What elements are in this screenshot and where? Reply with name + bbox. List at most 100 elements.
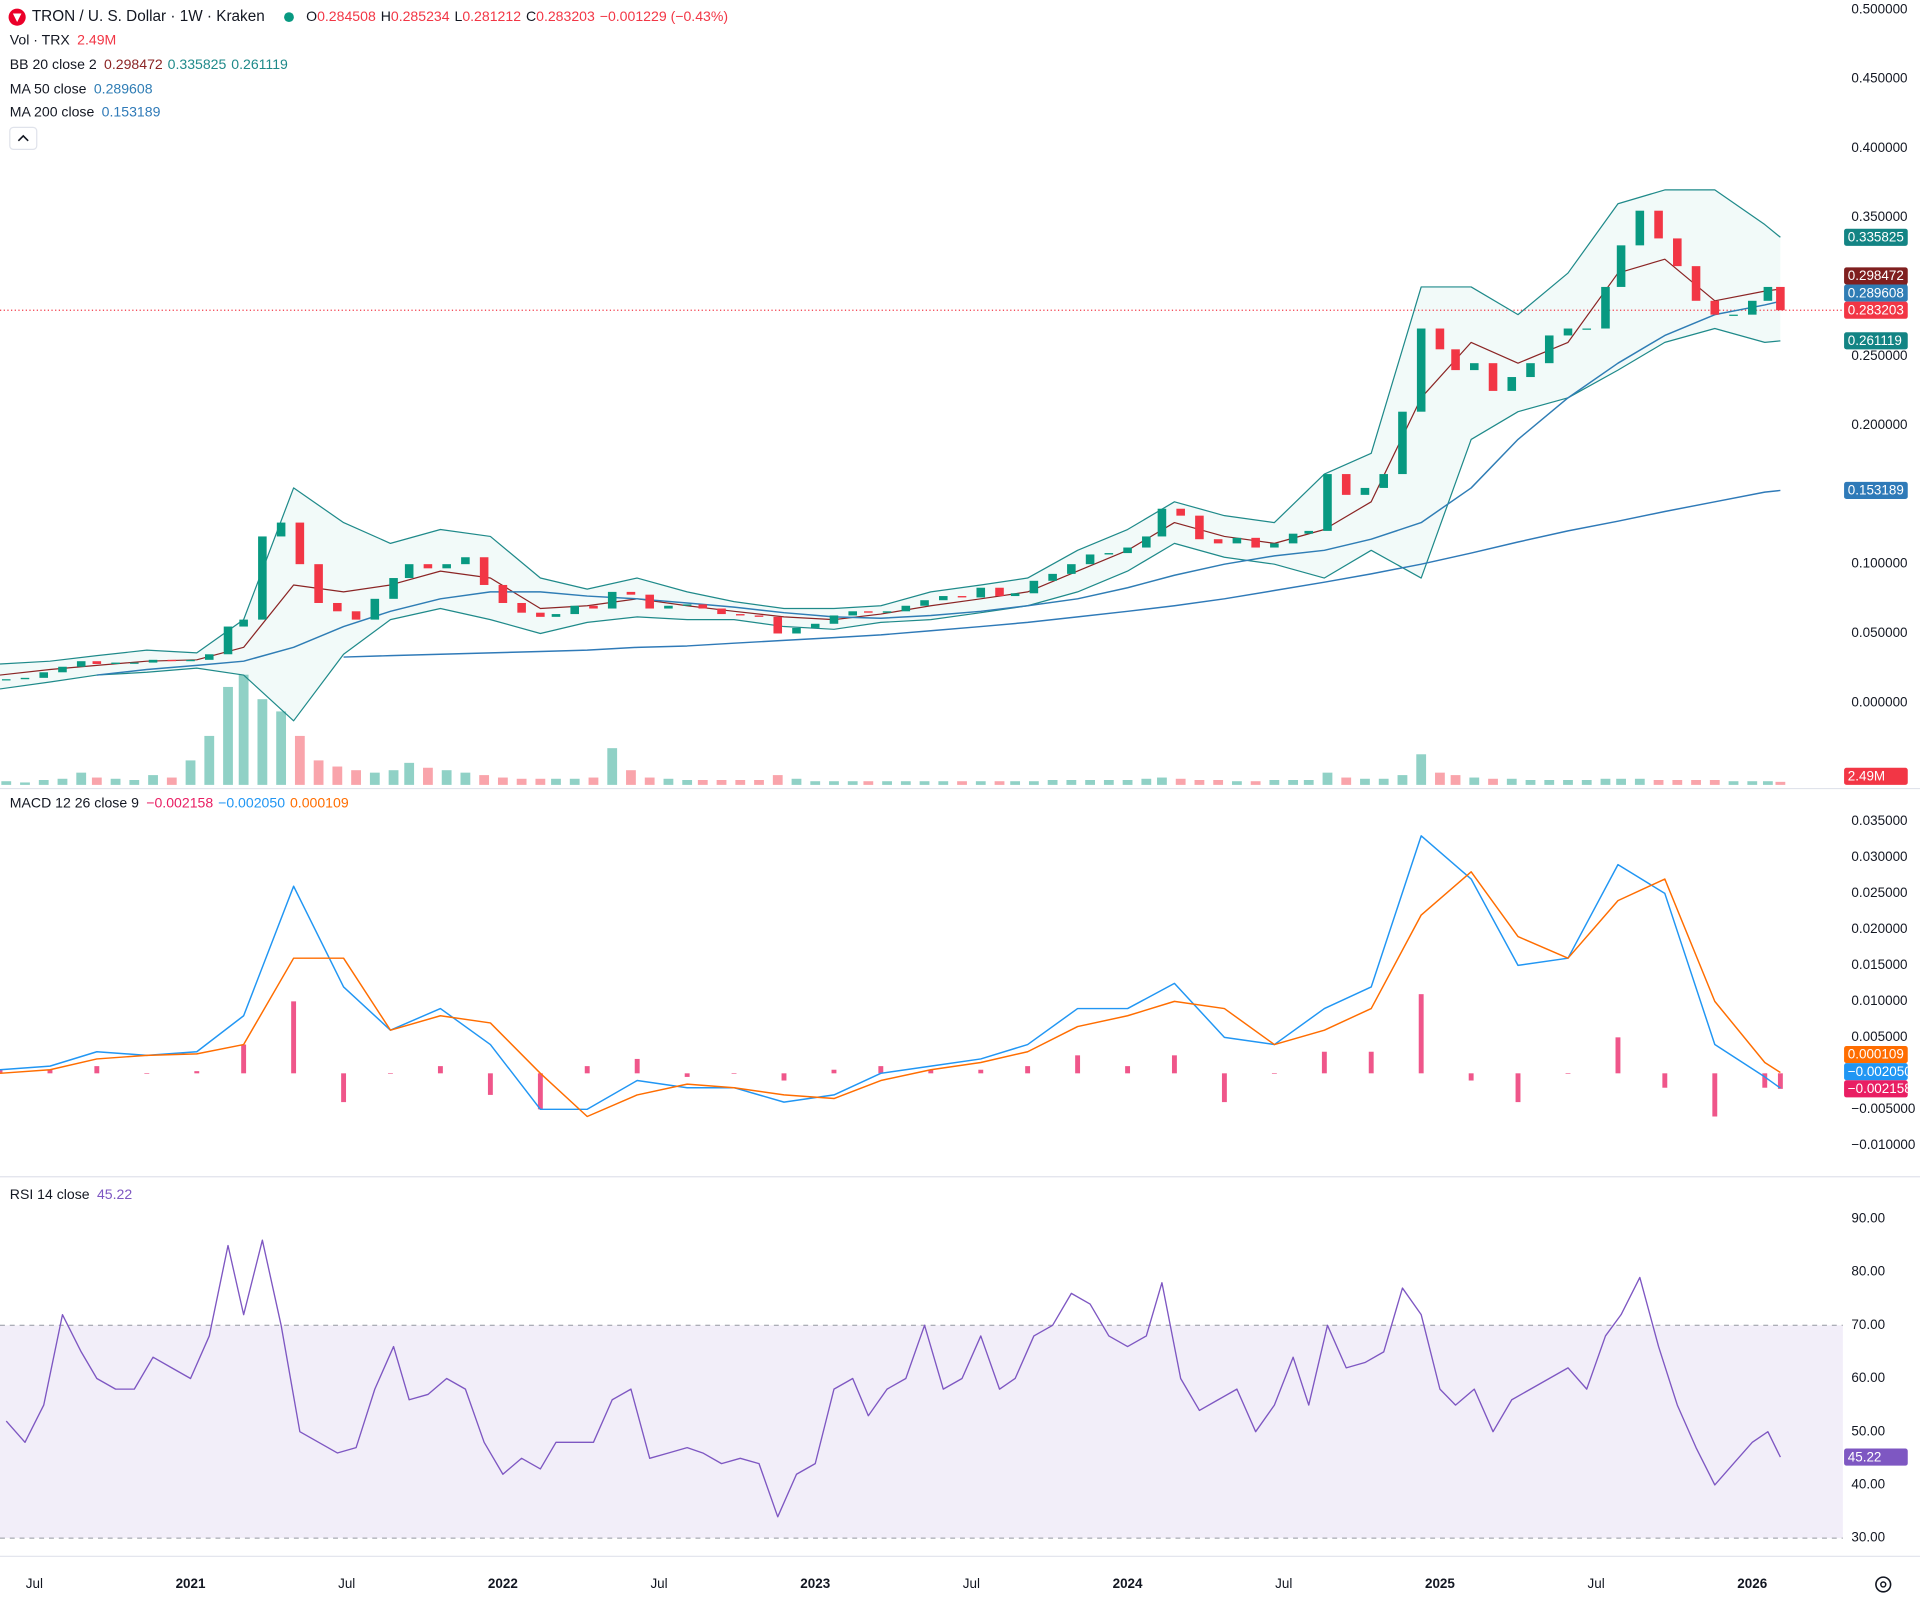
y-tick-label: 0.450000 <box>1851 71 1907 86</box>
legend-name: MACD 12 26 close 9 <box>10 794 139 810</box>
candle-body <box>404 564 414 579</box>
rsi-line <box>5 1239 1781 1518</box>
legend-name: MA 50 close <box>10 80 87 96</box>
signal-line <box>0 871 1781 1118</box>
volume-bar <box>900 781 911 785</box>
y-tick-label: 0.020000 <box>1851 921 1907 936</box>
candle-body <box>1379 474 1388 488</box>
y-tick-label: 40.00 <box>1851 1476 1885 1491</box>
ma50-legend[interactable]: MA 50 close 0.289608 <box>10 80 153 96</box>
candle-body <box>39 672 49 678</box>
macd-histogram-bar <box>831 1069 837 1074</box>
candle-body <box>223 626 233 655</box>
macd-histogram-bar <box>241 1044 247 1074</box>
candle-body <box>1526 363 1535 378</box>
macd-histogram-bar <box>584 1066 590 1074</box>
bb-legend[interactable]: BB 20 close 2 0.298472 0.335825 0.261119 <box>10 56 288 72</box>
market-status[interactable] <box>284 12 294 23</box>
volume-bar <box>551 778 561 785</box>
price-badge-label: 2.49M <box>1848 768 1885 783</box>
ohlc-value: 0.285234 <box>391 8 450 24</box>
volume-bar <box>810 781 821 785</box>
macd-histogram-bar <box>1762 1073 1768 1088</box>
candle-body <box>882 611 892 613</box>
volume-bar <box>369 772 380 785</box>
volume-legend[interactable]: Vol · TRX 2.49M <box>10 31 116 47</box>
candle-body <box>1601 286 1610 329</box>
volume-bar <box>1157 777 1167 785</box>
volume-bar <box>1397 775 1408 785</box>
y-tick-label: −0.010000 <box>1851 1137 1915 1152</box>
legend: TRON / U. S. Dollar · 1W · Kraken O0.284… <box>8 8 728 1202</box>
macd-histogram-bar <box>1515 1073 1521 1103</box>
candle-body <box>314 564 323 603</box>
macd-legend[interactable]: MACD 12 26 close 9 −0.002158 −0.002050 0.00… <box>10 794 349 810</box>
volume-bar <box>1047 779 1058 785</box>
candle-body <box>479 557 489 585</box>
x-tick-label: Jul <box>650 1576 667 1591</box>
macd-histogram-bar <box>1468 1073 1474 1081</box>
volume-bar <box>957 781 967 785</box>
volume-bar <box>148 775 158 785</box>
volume-bar <box>1085 779 1095 785</box>
volume-bar <box>535 778 546 785</box>
price-badge-label: 0.153189 <box>1848 483 1904 498</box>
volume-bar <box>110 778 121 785</box>
price-badge-label: 0.335825 <box>1848 229 1904 244</box>
volume-bar <box>1581 779 1592 785</box>
gear-icon[interactable] <box>1875 1576 1892 1593</box>
volume-bar <box>76 772 87 785</box>
candle-body <box>276 522 286 537</box>
y-tick-label: 70.00 <box>1851 1317 1885 1332</box>
volume-bar <box>1525 779 1536 785</box>
settings-button[interactable] <box>1875 1576 1892 1593</box>
macd-histogram-bar <box>1615 1037 1621 1074</box>
legend-value: 0.153189 <box>102 103 161 119</box>
candle-body <box>1304 530 1314 534</box>
marks-layer <box>0 189 1785 1518</box>
change: −0.001229 (−0.43%) <box>600 8 728 24</box>
macd-histogram-bar <box>437 1066 443 1074</box>
candle-body <box>1416 328 1426 412</box>
volume-bar <box>1232 781 1242 785</box>
volume-bar <box>1762 781 1773 785</box>
macd-histogram-bar <box>634 1058 640 1074</box>
candle-body <box>570 605 580 615</box>
macd-histogram-bar <box>487 1073 493 1095</box>
volume-bar <box>1506 778 1517 785</box>
candle-body <box>498 584 508 603</box>
volume-bar <box>1103 779 1114 785</box>
macd-histogram-bar <box>928 1069 934 1074</box>
price-badge <box>1844 301 1908 319</box>
candle-body <box>626 591 636 595</box>
candle-body <box>1176 508 1185 516</box>
collapse-legend-button[interactable] <box>9 126 38 150</box>
volume-bar <box>1728 781 1739 785</box>
legend-value: 0.261119 <box>231 56 288 72</box>
candle-body <box>111 662 120 664</box>
volume-bar <box>1194 779 1205 785</box>
volume-bar <box>626 770 636 785</box>
volume-bar <box>1141 778 1152 785</box>
candle-body <box>1142 536 1151 548</box>
volume-bar <box>351 770 361 785</box>
volume-bar <box>1 781 12 785</box>
volume-bar <box>754 779 764 785</box>
macd-histogram-bar <box>1221 1073 1227 1103</box>
candle-body <box>664 605 673 609</box>
logo-glyph <box>12 13 22 23</box>
volume-bar <box>38 779 49 785</box>
candle-body <box>1654 210 1663 239</box>
price-badge <box>1844 481 1908 500</box>
gear-hub <box>1880 1581 1887 1588</box>
rsi-legend[interactable]: RSI 14 close 45.22 <box>10 1186 133 1202</box>
legend-value: 0.335825 <box>168 56 227 72</box>
candle-body <box>754 615 764 617</box>
macd-line <box>0 835 1781 1111</box>
ma200-legend[interactable]: MA 200 close 0.153189 <box>10 103 161 119</box>
price-badge-label: 0.298472 <box>1848 268 1904 283</box>
macd-histogram-bar <box>1271 1073 1277 1074</box>
volume-bar <box>1775 781 1786 785</box>
